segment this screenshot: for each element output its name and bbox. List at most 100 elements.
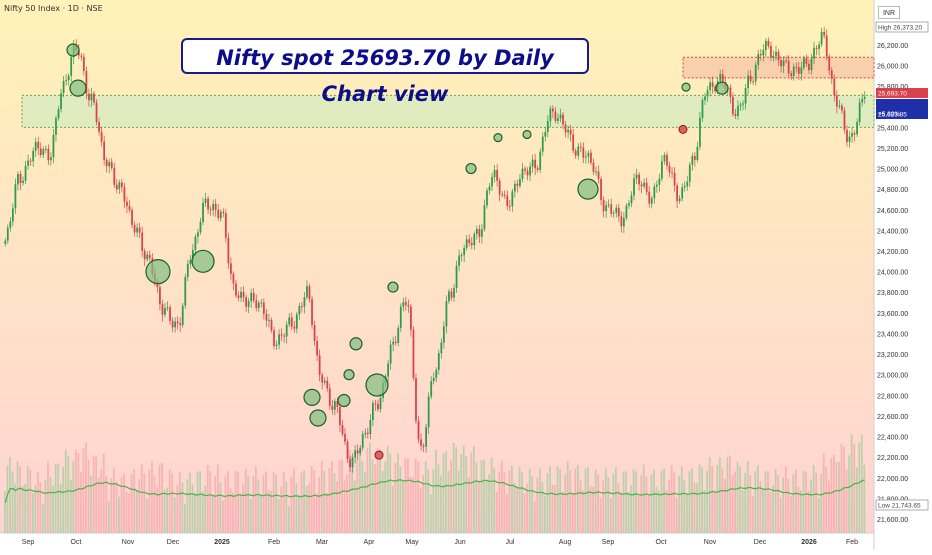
candle-body <box>508 205 511 207</box>
volume-bar <box>351 455 354 533</box>
volume-bar <box>120 477 123 533</box>
candle-body <box>584 156 587 158</box>
volume-bar <box>232 492 234 533</box>
currency-label[interactable]: INR <box>878 6 900 19</box>
candle-body <box>394 341 397 344</box>
candle-body <box>640 184 643 187</box>
candle-body <box>635 174 638 179</box>
volume-bar <box>237 471 240 533</box>
volume-bar <box>800 490 802 533</box>
candle-body <box>364 432 367 435</box>
volume-bar <box>569 469 572 533</box>
candle-body <box>835 95 838 107</box>
volume-bar <box>100 469 103 533</box>
volume-bar <box>151 461 153 533</box>
volume-bar <box>708 457 711 533</box>
candle-body <box>688 164 691 182</box>
volume-bar <box>102 453 105 533</box>
candle-body <box>273 330 275 347</box>
volume-bar <box>371 459 374 533</box>
volume-bar <box>26 465 29 533</box>
volume-bar <box>531 476 534 533</box>
volume-bar <box>627 492 630 533</box>
symbol-header[interactable]: Nifty 50 Index · 1D · NSE <box>4 4 103 13</box>
volume-bar <box>668 479 671 533</box>
candle-body <box>506 195 509 206</box>
volume-bar <box>838 461 840 533</box>
candle-body <box>742 103 744 105</box>
candle-body <box>574 150 577 156</box>
volume-bar <box>863 464 866 533</box>
candle-body <box>303 297 306 307</box>
y-tick-label: 23,400.00 <box>877 331 908 338</box>
candle-body <box>524 168 526 171</box>
candle-body <box>663 154 666 162</box>
volume-bar <box>424 460 427 533</box>
volume-bar <box>181 482 184 533</box>
volume-bar <box>655 486 658 533</box>
candle-body <box>590 152 592 163</box>
candle-body <box>577 146 580 156</box>
candle-body <box>683 186 686 188</box>
candle-body <box>126 201 128 207</box>
volume-bar <box>843 446 845 533</box>
candle-body <box>557 118 559 121</box>
candle-body <box>346 441 349 460</box>
candle-body <box>293 326 296 329</box>
volume-bar <box>249 499 252 533</box>
x-tick-label: May <box>405 539 419 546</box>
volume-bar <box>607 477 610 533</box>
volume-bar <box>756 465 759 533</box>
volume-bar <box>731 475 734 533</box>
candle-body <box>232 273 235 284</box>
candle-body <box>673 173 676 186</box>
volume-bar <box>31 493 34 533</box>
volume-bar <box>470 452 473 533</box>
candle-body <box>691 155 694 165</box>
volume-bar <box>234 470 237 533</box>
volume-bar <box>348 450 351 533</box>
candle-body <box>676 185 679 202</box>
volume-bar <box>21 485 24 533</box>
volume-bar <box>29 469 32 533</box>
candle-body <box>519 179 521 186</box>
candle-body <box>52 134 55 158</box>
candle-body <box>828 56 831 71</box>
candle-body <box>4 240 7 244</box>
volume-bar <box>254 466 257 533</box>
volume-bar <box>855 467 858 533</box>
candle-body <box>29 160 32 162</box>
candle-body <box>313 324 316 342</box>
candle-body <box>17 173 19 185</box>
volume-bar <box>457 470 460 533</box>
volume-bar <box>369 442 371 533</box>
volume-bar <box>171 473 174 533</box>
candle-body <box>615 207 618 213</box>
volume-bar <box>792 474 795 533</box>
candle-body <box>696 146 699 160</box>
pattern-circle <box>493 133 503 143</box>
y-tick-label: 22,800.00 <box>877 393 908 400</box>
volume-bar <box>262 475 265 533</box>
candle-body <box>432 378 435 382</box>
volume-bar <box>769 492 772 533</box>
volume-bar <box>318 477 321 533</box>
candle-body <box>321 374 324 383</box>
candle-body <box>488 186 491 191</box>
candle-body <box>693 155 696 160</box>
volume-bar <box>295 483 298 533</box>
volume-bar <box>409 476 412 533</box>
candle-body <box>655 184 658 187</box>
volume-bar <box>566 460 569 533</box>
candle-body <box>450 291 453 298</box>
candle-body <box>830 70 833 79</box>
candle-body <box>620 216 623 227</box>
volume-bar <box>696 483 698 533</box>
candle-body <box>805 58 808 64</box>
candle-body <box>549 108 552 122</box>
volume-bar <box>414 458 417 533</box>
candle-body <box>661 161 663 179</box>
volume-bar <box>665 490 668 533</box>
candle-body <box>113 167 116 185</box>
